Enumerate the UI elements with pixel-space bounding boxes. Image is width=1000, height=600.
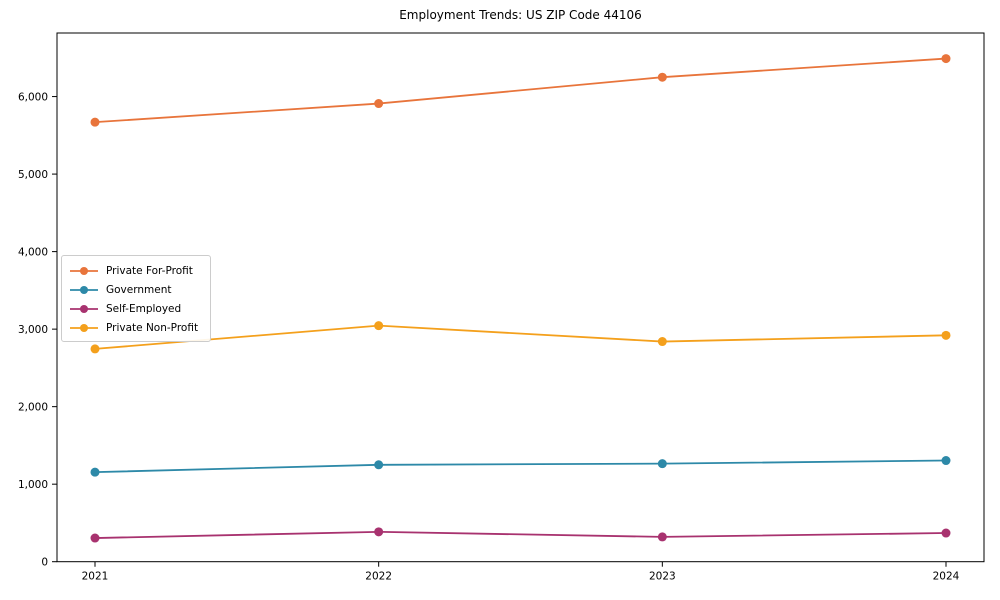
- data-point: [657, 337, 667, 347]
- data-point: [90, 533, 100, 543]
- data-point: [657, 72, 667, 82]
- y-tick-label: 5,000: [18, 169, 48, 181]
- data-point: [90, 344, 100, 354]
- chart-title: Employment Trends: US ZIP Code 44106: [399, 8, 642, 22]
- legend-item-private-non-profit: Private Non-Profit: [69, 318, 203, 337]
- data-point: [657, 532, 667, 542]
- legend-marker-icon: [70, 304, 98, 313]
- x-tick-label: 2023: [649, 571, 676, 583]
- x-tick-label: 2021: [82, 571, 109, 583]
- data-point: [941, 54, 951, 64]
- data-point: [374, 321, 384, 331]
- data-point: [374, 99, 384, 109]
- data-point: [941, 456, 951, 466]
- y-tick-label: 2,000: [18, 401, 48, 413]
- data-point: [90, 117, 100, 127]
- legend-marker-icon: [70, 266, 98, 275]
- x-tick-label: 2022: [365, 571, 392, 583]
- series-line-self-employed: [94, 530, 947, 539]
- series-line-government: [94, 459, 947, 474]
- legend-item-private-for-profit: Private For-Profit: [69, 261, 203, 280]
- y-tick-label: 3,000: [18, 324, 48, 336]
- y-tick-label: 4,000: [18, 246, 48, 258]
- legend-item-self-employed: Self-Employed: [69, 299, 203, 318]
- chart-legend: Private For-Profit Government Self-Employe…: [61, 255, 211, 342]
- y-tick-label: 6,000: [18, 91, 48, 103]
- data-point: [90, 467, 100, 477]
- legend-label: Self-Employed: [106, 302, 182, 315]
- y-tick-label: 0: [41, 556, 48, 568]
- plot-frame: [56, 32, 985, 563]
- legend-label: Private Non-Profit: [106, 321, 199, 334]
- series-line-private-non-profit: [94, 324, 947, 350]
- legend-item-government: Government: [69, 280, 203, 299]
- data-point: [374, 460, 384, 470]
- data-point: [374, 527, 384, 537]
- data-point: [657, 459, 667, 469]
- y-tick-label: 1,000: [18, 479, 48, 491]
- data-point: [941, 528, 951, 538]
- series-line-private-for-profit: [94, 57, 947, 124]
- legend-marker-icon: [70, 285, 98, 294]
- legend-label: Private For-Profit: [106, 264, 193, 277]
- legend-marker-icon: [70, 323, 98, 332]
- legend-label: Government: [106, 283, 172, 296]
- data-point: [941, 330, 951, 340]
- x-tick-label: 2024: [933, 571, 960, 583]
